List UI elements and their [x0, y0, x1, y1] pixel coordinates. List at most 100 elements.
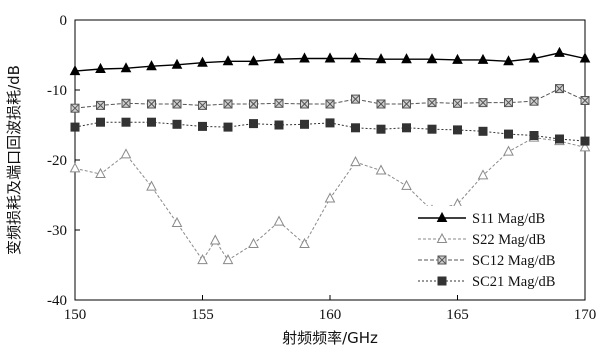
x-tick-label: 160: [319, 307, 342, 323]
data-point: [171, 58, 183, 69]
data-point: [147, 117, 156, 127]
series-line: [74, 137, 586, 261]
y-tick-label: -40: [47, 293, 67, 309]
data-point: [529, 131, 539, 140]
data-point: [198, 100, 207, 110]
data-point: [172, 119, 182, 129]
legend-marker: [436, 211, 448, 222]
y-tick-label: 0: [60, 13, 68, 29]
y-tick-label: -20: [47, 153, 67, 169]
data-point: [376, 99, 386, 109]
data-point: [350, 52, 361, 63]
data-point: [70, 122, 80, 132]
data-point: [95, 167, 106, 178]
data-point: [70, 103, 80, 113]
data-point: [402, 123, 411, 133]
y-tick-label: -30: [47, 223, 67, 239]
data-point: [248, 55, 259, 66]
data-point: [528, 52, 540, 63]
data-point: [325, 99, 335, 109]
data-point: [96, 117, 105, 127]
data-point: [172, 99, 182, 109]
data-point: [223, 99, 233, 109]
data-point: [427, 124, 437, 134]
y-axis-title: 变频损耗及端口回波损耗/dB: [5, 65, 23, 255]
data-point: [222, 254, 234, 265]
legend-label: SC12 Mag/dB: [472, 253, 555, 269]
data-point: [580, 96, 590, 105]
data-point: [529, 96, 539, 106]
data-point: [171, 216, 183, 227]
series-layer: [69, 46, 591, 265]
data-point: [197, 254, 208, 265]
data-point: [555, 134, 564, 144]
data-point: [579, 52, 591, 63]
x-axis-title: 射频频率/GHz: [282, 329, 378, 347]
data-point: [69, 65, 81, 76]
data-point: [580, 136, 590, 146]
legend-item-s22-mag-db: S22 Mag/dB: [418, 232, 546, 248]
data-point: [273, 215, 285, 226]
data-point: [209, 234, 221, 245]
data-point: [274, 120, 284, 130]
data-point: [249, 119, 258, 129]
series-line: [74, 121, 586, 142]
legend-item-sc21-mag-db: SC21 Mag/dB: [418, 274, 555, 290]
data-point: [248, 237, 259, 248]
series-sc12-mag-db: [70, 84, 590, 113]
data-point: [503, 145, 514, 156]
data-point: [299, 237, 310, 248]
data-point: [69, 162, 81, 173]
data-point: [300, 99, 309, 109]
data-point: [351, 123, 360, 133]
data-point: [95, 62, 106, 73]
legend-label: SC21 Mag/dB: [472, 274, 555, 290]
x-tick-label: 155: [191, 307, 214, 323]
data-point: [299, 52, 310, 63]
data-point: [504, 129, 513, 139]
data-point: [223, 122, 233, 132]
legend-marker: [436, 232, 448, 243]
data-point: [121, 98, 131, 108]
data-point: [197, 56, 208, 67]
data-point: [146, 180, 157, 191]
x-tick-label: 165: [446, 307, 469, 323]
data-point: [402, 99, 411, 109]
data-point: [147, 99, 156, 109]
series-sc21-mag-db: [70, 117, 590, 146]
legend: S11 Mag/dB S22 Mag/dB SC12 Mag/dB SC21 Mag/…: [414, 206, 583, 294]
data-point: [477, 169, 489, 180]
data-point: [350, 156, 361, 167]
data-point: [453, 125, 462, 135]
data-point: [554, 46, 565, 57]
data-point: [121, 117, 131, 127]
data-point: [146, 60, 157, 71]
data-point: [477, 53, 489, 64]
data-point: [478, 98, 488, 108]
data-point: [249, 99, 258, 109]
data-point: [375, 164, 387, 175]
data-point: [452, 53, 463, 64]
data-point: [198, 121, 207, 131]
data-point: [427, 98, 437, 108]
data-point: [401, 53, 412, 64]
data-point: [273, 53, 285, 64]
data-point: [351, 94, 360, 104]
data-point: [401, 179, 412, 190]
data-point: [503, 55, 514, 66]
data-point: [579, 141, 591, 152]
legend-marker: [437, 276, 447, 286]
data-point: [274, 98, 284, 108]
data-point: [555, 84, 564, 94]
data-point: [325, 118, 335, 128]
data-point: [376, 124, 386, 134]
legend-label: S11 Mag/dB: [472, 211, 545, 227]
data-point: [324, 52, 336, 63]
data-point: [504, 98, 513, 108]
x-tick-label: 150: [64, 307, 87, 323]
data-point: [96, 100, 105, 110]
data-point: [478, 126, 488, 136]
data-point: [120, 148, 132, 159]
legend-marker: [437, 255, 447, 265]
